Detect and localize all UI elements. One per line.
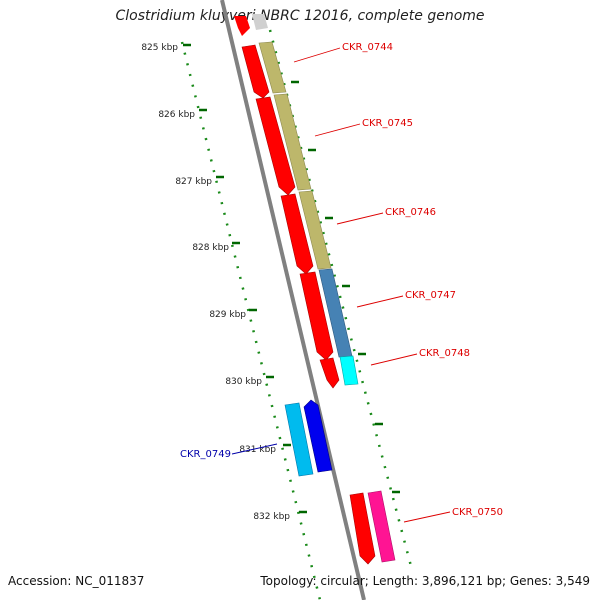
cog-bar-ckr-0744	[258, 41, 287, 94]
gene-label-ckr-0747[interactable]: CKR_0747	[405, 290, 456, 301]
gene-label-ckr-0744[interactable]: CKR_0744	[342, 42, 393, 53]
cog-bar-ckr-0748	[339, 355, 359, 386]
gene-arrow-ckr-0749	[303, 399, 333, 473]
leader-ckr-0750	[403, 511, 451, 523]
tick-label: 825 kbp	[141, 43, 178, 53]
partial-gray-feature	[252, 14, 268, 30]
gene-labels: CKR_0744 CKR_0745 CKR_0746 CKR_0747 CKR_…	[180, 42, 503, 518]
label-leaders	[231, 47, 451, 523]
partial-gene-arrow	[234, 16, 250, 36]
leader-ckr-0746	[336, 212, 384, 225]
tick-label: 826 kbp	[158, 110, 195, 120]
genome-backbone	[220, 0, 366, 600]
cog-bar-ckr-0745	[273, 93, 312, 191]
gene-label-ckr-0745[interactable]: CKR_0745	[362, 118, 413, 129]
gene-arrow-ckr-0748	[319, 357, 340, 389]
leader-ckr-0744	[293, 47, 341, 63]
tick-label: 830 kbp	[225, 377, 262, 387]
genome-summary-text: Topology: circular; Length: 3,896,121 bp…	[260, 574, 590, 588]
leader-ckr-0745	[314, 123, 361, 137]
gene-label-ckr-0749[interactable]: CKR_0749	[180, 449, 231, 460]
gene-label-ckr-0746[interactable]: CKR_0746	[385, 207, 436, 218]
accession-text: Accession: NC_011837	[8, 574, 145, 588]
outer-tick-marks	[291, 80, 400, 494]
tick-label: 829 kbp	[209, 310, 246, 320]
cog-bar-ckr-0746	[298, 190, 332, 270]
leader-ckr-0748	[370, 353, 418, 366]
cog-bar-ckr-0750	[367, 490, 396, 563]
tick-label: 831 kbp	[239, 445, 276, 455]
gene-arrow-ckr-0746	[280, 193, 314, 275]
inner-dotted-ring	[180, 41, 322, 600]
genome-title: Clostridium kluyveri NBRC 12016, complet…	[115, 8, 485, 24]
tick-label: 828 kbp	[192, 243, 229, 253]
gene-arrow-ckr-0749-light	[284, 402, 314, 477]
gene-label-ckr-0748[interactable]: CKR_0748	[419, 348, 470, 359]
forward-genes	[241, 44, 376, 565]
gene-arrow-ckr-0750	[349, 492, 376, 565]
cog-bars	[258, 41, 396, 563]
reverse-genes	[284, 399, 333, 477]
tick-label: 832 kbp	[253, 512, 290, 522]
leader-ckr-0749	[231, 443, 278, 455]
gene-arrow-ckr-0745	[255, 96, 296, 196]
tick-label: 827 kbp	[175, 177, 212, 187]
gene-arrow-ckr-0744	[241, 44, 270, 99]
gene-label-ckr-0750[interactable]: CKR_0750	[452, 507, 503, 518]
tick-marks	[183, 43, 307, 514]
tick-labels: 825 kbp 826 kbp 827 kbp 828 kbp 829 kbp …	[141, 43, 290, 522]
gene-arrow-ckr-0747	[299, 271, 334, 361]
leader-ckr-0747	[356, 295, 404, 308]
